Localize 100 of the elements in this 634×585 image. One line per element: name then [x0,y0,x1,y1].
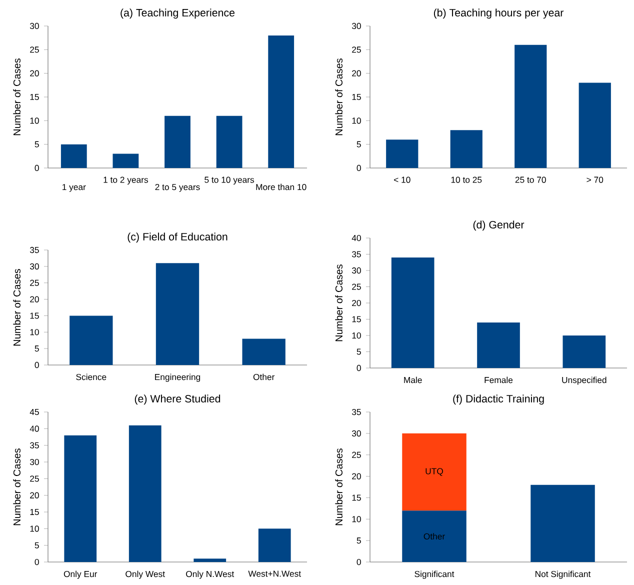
chart-title: (b) Teaching hours per year [434,8,564,19]
x-tick-label: Engineering [155,374,200,382]
y-axis-title: Number of Cases [13,268,21,346]
y-tick-label: 30 [352,267,361,274]
bar [194,558,226,562]
y-tick-label: 30 [30,263,39,270]
y-tick-label: 25 [352,46,361,53]
y-tick-label: 20 [352,70,361,76]
bar [530,484,595,562]
y-tick-label: 30 [352,22,361,30]
y-tick-label: 45 [30,408,39,416]
x-tick-label: Female [484,376,513,384]
y-tick-label: 5 [356,141,361,148]
y-axis-title: Number of Cases [335,264,343,342]
y-tick-label: 20 [352,300,361,306]
x-tick-label: < 10 [394,176,410,183]
chart-title: (e) Where Studied [134,394,220,405]
y-tick-label: 30 [352,430,361,436]
x-tick-label: Not Significant [536,570,591,579]
y-tick-label: 10 [352,118,361,124]
y-tick-label: 0 [356,364,361,372]
x-tick-label: 2 to 5 years [155,184,200,192]
y-tick-label: 15 [352,494,361,501]
x-tick-label: Unspecified [562,376,606,385]
y-tick-label: 25 [30,476,39,482]
y-tick-label: 0 [356,558,361,566]
y-tick-label: 35 [30,246,39,254]
bar [386,140,418,168]
y-tick-label: 10 [352,332,361,339]
x-tick-label: Science [76,374,106,380]
y-tick-label: 20 [30,296,39,302]
y-tick-label: 15 [352,316,361,322]
bar [402,510,466,562]
y-tick-label: 5 [356,538,361,544]
bar [164,116,190,168]
bar [60,144,87,168]
bar [578,82,611,168]
x-tick-label: West+N.West [248,570,302,577]
x-tick-label: Only Eur [64,570,98,579]
y-tick-label: 25 [352,284,361,290]
bar [391,258,434,368]
y-tick-label: 5 [34,346,39,352]
x-tick-label: 25 to 70 [515,176,546,183]
bar [562,336,606,368]
y-tick-label: 25 [30,280,39,286]
y-axis-title: Number of Cases [13,448,21,526]
y-tick-label: 30 [30,22,39,30]
y-tick-label: 15 [30,312,39,319]
y-tick-label: 5 [34,542,39,548]
y-axis-title: Number of Cases [13,58,21,136]
x-tick-label: Other [253,374,275,380]
y-tick-label: 25 [352,452,361,458]
y-tick-label: 15 [30,94,39,100]
series-label: UTQ [426,468,443,476]
x-tick-label: 10 to 25 [451,176,482,183]
bar [216,116,242,168]
bar [64,435,97,562]
y-tick-label: 35 [30,442,39,448]
y-tick-label: 10 [352,516,361,522]
bar [258,528,291,562]
y-tick-label: 5 [34,141,39,148]
y-tick-label: 5 [356,348,361,355]
x-tick-label: 1 year [62,184,86,192]
y-tick-label: 15 [352,94,361,100]
bar [402,433,466,511]
bar [156,263,200,365]
y-axis-title: Number of Cases [335,58,343,136]
x-tick-label: > 70 [586,176,604,183]
x-tick-label: Only West [126,570,165,579]
bar [477,322,520,368]
x-tick-label: Significant [414,570,454,579]
y-axis-title: Number of Cases [335,448,343,526]
y-tick-label: 0 [34,164,39,172]
y-tick-label: 0 [356,164,361,172]
y-tick-label: 35 [352,408,361,416]
chart-title: (a) Teaching Experience [120,8,235,19]
bar [128,425,162,562]
y-tick-label: 10 [30,526,39,532]
x-tick-label: Only N.West [186,570,234,579]
y-tick-label: 10 [30,329,39,336]
bar [450,130,482,168]
y-tick-label: 15 [30,508,39,516]
y-tick-label: 0 [34,362,39,368]
y-tick-label: 0 [34,558,39,566]
y-tick-label: 30 [30,458,39,466]
y-tick-label: 20 [352,473,361,480]
y-tick-label: 40 [352,234,361,242]
y-tick-label: 20 [30,492,39,498]
y-tick-label: 10 [30,118,39,124]
bar [514,44,547,168]
bar [112,154,139,168]
y-tick-label: 25 [30,46,39,53]
y-tick-label: 20 [30,70,39,76]
x-tick-label: More than 10 [256,184,306,190]
chart-title: (c) Field of Education [128,232,228,243]
bar [70,316,113,365]
chart-title: (d) Gender [473,220,524,231]
y-tick-label: 40 [30,426,39,432]
x-tick-label: 1 to 2 years [104,176,148,185]
bar [242,338,286,365]
